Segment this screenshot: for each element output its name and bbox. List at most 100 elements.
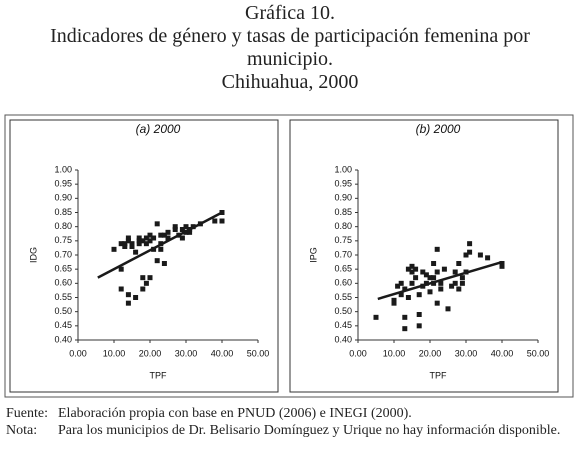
point bbox=[151, 235, 157, 241]
x-tick-label: 10.00 bbox=[103, 348, 126, 358]
point bbox=[402, 286, 408, 292]
y-tick-label: 0.85 bbox=[54, 207, 72, 217]
point bbox=[143, 235, 149, 241]
point bbox=[125, 300, 131, 306]
x-tick-label: 0.00 bbox=[69, 348, 87, 358]
point bbox=[136, 241, 142, 247]
y-tick-label: 0.40 bbox=[334, 334, 352, 344]
y-tick-label: 0.80 bbox=[54, 221, 72, 231]
point bbox=[179, 235, 185, 241]
point bbox=[413, 266, 419, 272]
x-tick-label: 30.00 bbox=[175, 348, 198, 358]
point bbox=[118, 266, 124, 272]
y-tick-label: 0.45 bbox=[334, 320, 352, 330]
y-tick-label: 1.00 bbox=[334, 164, 352, 174]
note: Nota: Para los municipios de Dr. Belisari… bbox=[6, 422, 576, 439]
y-tick-label: 0.50 bbox=[334, 306, 352, 316]
header: Gráfica 10. Indicadores de género y tasa… bbox=[20, 2, 560, 94]
y-tick-label: 0.95 bbox=[54, 179, 72, 189]
point bbox=[499, 263, 505, 269]
y-tick-label: 0.85 bbox=[334, 207, 352, 217]
point bbox=[147, 232, 153, 238]
x-tick-label: 40.00 bbox=[211, 348, 234, 358]
point bbox=[445, 306, 451, 312]
point bbox=[172, 224, 178, 230]
point bbox=[405, 295, 411, 300]
y-tick-label: 0.70 bbox=[54, 249, 72, 259]
point bbox=[402, 326, 408, 332]
chart-title: (a) 2000 bbox=[136, 122, 181, 136]
y-tick-label: 0.55 bbox=[334, 292, 352, 302]
y-tick-label: 0.65 bbox=[334, 264, 352, 274]
point bbox=[172, 227, 178, 232]
point bbox=[158, 232, 164, 238]
notes: Fuente: Elaboración propia con base en PN… bbox=[6, 405, 576, 439]
y-tick-label: 0.90 bbox=[54, 193, 72, 203]
point bbox=[499, 261, 505, 266]
point bbox=[161, 261, 167, 266]
y-axis-label: IDG bbox=[28, 247, 38, 263]
point bbox=[456, 286, 462, 292]
point bbox=[409, 263, 415, 269]
point bbox=[125, 238, 131, 244]
point bbox=[161, 232, 167, 238]
x-axis-label: TPF bbox=[150, 370, 168, 380]
point bbox=[129, 241, 135, 247]
point bbox=[398, 280, 404, 286]
point bbox=[143, 241, 149, 247]
x-tick-label: 50.00 bbox=[527, 348, 550, 358]
point bbox=[179, 227, 185, 232]
point bbox=[140, 238, 146, 244]
point bbox=[395, 283, 401, 289]
point bbox=[391, 300, 397, 306]
point bbox=[413, 275, 419, 281]
note-text: Para los municipios de Dr. Belisario Dom… bbox=[58, 423, 561, 438]
y-tick-label: 0.70 bbox=[334, 249, 352, 259]
y-tick-label: 0.60 bbox=[334, 278, 352, 288]
y-tick-label: 0.65 bbox=[54, 264, 72, 274]
y-tick-label: 0.45 bbox=[54, 320, 72, 330]
title-line: Gráfica 10. bbox=[245, 2, 335, 24]
x-tick-label: 30.00 bbox=[455, 348, 478, 358]
point bbox=[373, 314, 379, 320]
title-line: Chihuahua, 2000 bbox=[221, 71, 359, 93]
point bbox=[409, 269, 415, 275]
point bbox=[165, 229, 171, 235]
point bbox=[467, 249, 473, 255]
y-tick-label: 0.80 bbox=[334, 221, 352, 231]
x-tick-label: 0.00 bbox=[349, 348, 367, 358]
point bbox=[438, 280, 444, 286]
outer-frame bbox=[4, 114, 574, 398]
x-tick-label: 10.00 bbox=[383, 348, 406, 358]
point bbox=[136, 238, 142, 244]
y-tick-label: 1.00 bbox=[54, 164, 72, 174]
point bbox=[187, 229, 193, 235]
x-tick-label: 20.00 bbox=[139, 348, 162, 358]
point bbox=[438, 286, 444, 292]
x-tick-label: 50.00 bbox=[247, 348, 270, 358]
note-text: Elaboración propia con base en PNUD (200… bbox=[58, 406, 412, 421]
x-axis-label: TPF bbox=[430, 370, 448, 380]
point bbox=[477, 252, 483, 258]
y-tick-label: 0.50 bbox=[54, 306, 72, 316]
y-tick-label: 0.95 bbox=[334, 179, 352, 189]
point bbox=[434, 269, 440, 275]
point bbox=[118, 241, 124, 247]
charts: (a) 2000 0.40 0.45 0.50 0.55 0.60 0.65 0.70 0.75… bbox=[4, 114, 574, 398]
point bbox=[431, 275, 437, 281]
point bbox=[154, 258, 160, 264]
chart-title: (b) 2000 bbox=[416, 122, 461, 136]
point bbox=[416, 323, 422, 329]
point bbox=[136, 235, 142, 241]
y-tick-label: 0.55 bbox=[54, 292, 72, 302]
point bbox=[434, 246, 440, 252]
point bbox=[409, 280, 415, 286]
point bbox=[140, 286, 146, 292]
point bbox=[427, 275, 433, 281]
title-line: Indicadores de género y tasas de partici… bbox=[50, 25, 530, 70]
point bbox=[416, 312, 422, 317]
point bbox=[459, 275, 465, 281]
point bbox=[140, 275, 146, 281]
point bbox=[165, 235, 171, 241]
